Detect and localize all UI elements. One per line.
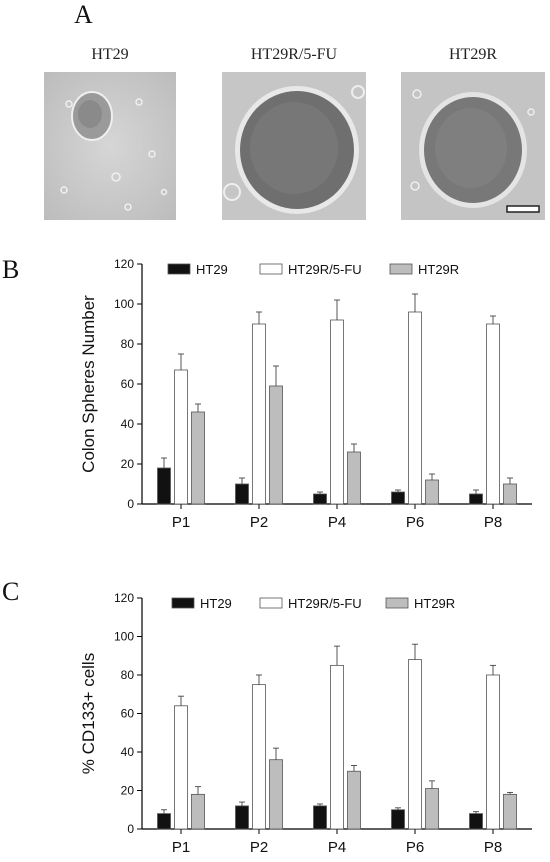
x-tick-label: P8 [484,514,502,531]
y-tick-label: 20 [121,784,135,798]
y-tick-label: 120 [114,591,134,605]
x-tick-label: P6 [406,839,424,856]
legend-label-ht29r: HT29R [418,262,459,277]
bar-ht29r-5-fu-p1 [174,369,188,505]
bar-ht29-p2 [235,805,249,830]
panel-letter-c: C [2,577,19,606]
legend-label-ht29r-5-fu: HT29R/5-FU [288,262,362,277]
bar-ht29r-p4 [347,770,361,830]
legend-swatch-ht29r [385,597,409,609]
y-tick-label: 40 [121,417,135,431]
scale-bar [506,205,540,213]
legend-swatch-ht29r-5-fu [259,597,283,609]
y-tick-label: 80 [121,668,135,682]
bar-ht29-p1 [157,813,171,830]
legend-label-ht29: HT29 [196,262,228,277]
bar-ht29r-5-fu-p4 [330,319,344,505]
bar-ht29r-p1 [191,793,205,830]
y-tick-label: 20 [121,457,135,471]
chart-cd133-cells: C 0 20 40 60 80 100 120 % CD133+ cells P1 P2 P4 P6 P… [2,577,532,856]
bar-ht29-p2 [235,483,249,505]
legend-label-ht29r-5-fu: HT29R/5-FU [288,596,362,611]
micrograph-ht29r-5fu [222,72,366,220]
y-tick-label: 60 [121,377,135,391]
bar-ht29-p4 [313,493,327,505]
y-tick-label: 0 [127,497,134,511]
bar-ht29r-p8 [503,483,517,505]
legend-swatch-ht29r [389,263,413,275]
bar-ht29r-5-fu-p2 [252,684,266,830]
bar-ht29-p8 [469,493,483,505]
chart-colon-spheres: B 0 20 40 60 80 100 120 Colon Spheres Number P1 P… [2,255,532,531]
legend-swatch-ht29 [167,263,191,275]
bar-ht29-p6 [391,809,405,830]
x-tick-label: P2 [250,839,268,856]
y-tick-label: 120 [114,257,134,271]
image-caption-ht29: HT29 [91,46,129,63]
bar-ht29r-p6 [425,788,439,830]
y-tick-label: 100 [114,297,134,311]
x-tick-label: P4 [328,514,346,531]
y-tick-label: 0 [127,822,134,836]
bar-ht29-p1 [157,467,171,505]
bar-ht29-p8 [469,813,483,830]
bar-ht29r-p1 [191,411,205,505]
bar-ht29-p6 [391,491,405,505]
bar-ht29r-p2 [269,759,283,830]
x-tick-label: P2 [250,514,268,531]
y-axis-label: % CD133+ cells [79,653,98,774]
bar-ht29r-5-fu-p8 [486,674,500,830]
y-tick-label: 40 [121,745,135,759]
x-tick-label: P1 [172,514,190,531]
bar-ht29r-5-fu-p6 [408,659,422,830]
y-axis-label: Colon Spheres Number [79,295,98,473]
legend-label-ht29r: HT29R [414,596,455,611]
y-tick-label: 60 [121,707,135,721]
bar-ht29-p4 [313,805,327,830]
y-tick-label: 80 [121,337,135,351]
bar-ht29r-5-fu-p4 [330,664,344,830]
x-tick-label: P1 [172,839,190,856]
bar-ht29r-p8 [503,793,517,830]
bar-ht29r-5-fu-p6 [408,311,422,505]
micrograph-ht29r [401,72,545,220]
bar-ht29r-p4 [347,451,361,505]
image-caption-ht29r-5fu: HT29R/5-FU [250,46,338,63]
micrograph-ht29 [44,72,176,220]
x-tick-label: P4 [328,839,346,856]
legend-label-ht29: HT29 [200,596,232,611]
bar-ht29r-5-fu-p2 [252,323,266,505]
bar-ht29r-p6 [425,479,439,505]
y-tick-label: 100 [114,630,134,644]
panel-letter-b: B [2,255,19,284]
bar-ht29r-5-fu-p1 [174,705,188,830]
legend-swatch-ht29r-5-fu [259,263,283,275]
bar-ht29r-5-fu-p8 [486,323,500,505]
x-tick-label: P8 [484,839,502,856]
legend-swatch-ht29 [171,597,195,609]
bar-ht29r-p2 [269,385,283,505]
panel-letter-a: A [74,0,93,29]
x-tick-label: P6 [406,514,424,531]
image-caption-ht29r: HT29R [449,46,497,63]
